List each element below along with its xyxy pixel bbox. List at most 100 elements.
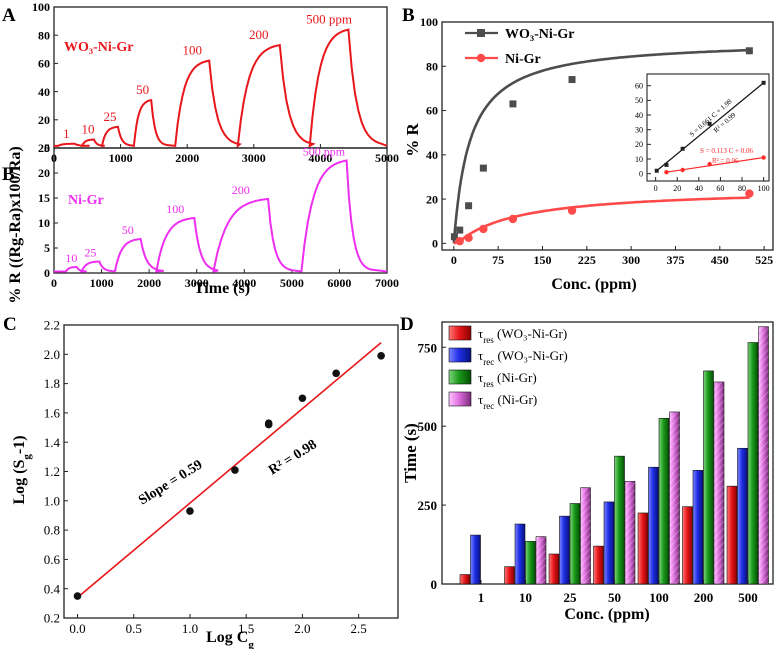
panel-c-y-axis-label: Log (Sg-1) xyxy=(11,435,33,504)
panel-c-x-axis-label: Log Cg xyxy=(206,629,254,649)
panel-letter-c: C xyxy=(3,314,17,335)
inset-wo3-point xyxy=(680,146,685,151)
wo3-data-point xyxy=(509,100,517,108)
inset-wo3-point xyxy=(654,168,659,173)
log-data-point xyxy=(186,507,194,515)
x-tick-label: 4000 xyxy=(232,276,256,290)
x-tick-label: 1 xyxy=(478,590,485,605)
nigr-data-point xyxy=(745,189,754,198)
x-tick-label: 75 xyxy=(492,253,504,267)
bar xyxy=(514,523,526,585)
legend-rest: (Ni-Gr) xyxy=(494,370,537,385)
legend-sub: rec xyxy=(483,357,494,367)
y-tick-label: 50 xyxy=(635,96,643,105)
x-tick-label: 1000 xyxy=(90,276,114,290)
x-tick-label: 525 xyxy=(755,253,773,267)
wo3-data-point xyxy=(450,233,458,241)
legend-rest: (Ni-Gr) xyxy=(494,392,537,407)
y-tick-label: 20 xyxy=(38,166,50,180)
y-tick-label: 60 xyxy=(38,57,50,71)
legend-swatch xyxy=(448,369,472,385)
x-tick-label: 50 xyxy=(608,590,621,605)
x-tick-label: 6000 xyxy=(327,276,351,290)
panel-a-response-line xyxy=(54,28,388,149)
y-tick-label: 1.0 xyxy=(44,493,60,508)
bar xyxy=(637,512,649,585)
x-tick-label: 3000 xyxy=(185,276,209,290)
bar-hatch xyxy=(536,536,546,584)
x-tick-label: 4000 xyxy=(308,151,332,165)
response-y-axis-label: % R ((Rg-Ra)x100/Ra) xyxy=(7,146,24,303)
panel-b-left-frame xyxy=(53,147,388,274)
x-tick-label: 0.5 xyxy=(126,621,142,636)
panel-c-y-label-part2: -1) xyxy=(11,435,28,454)
x-tick-label: 5000 xyxy=(280,276,304,290)
panel-b-fit-curve-wo3 xyxy=(452,48,750,244)
y-tick-label: 0.4 xyxy=(44,581,61,596)
legend-label: τres (WO₃-Ni-Gr) xyxy=(478,326,567,345)
bar xyxy=(548,553,560,585)
bar xyxy=(726,485,738,585)
y-tick-label: 80 xyxy=(426,59,438,73)
pulse-label: 100 xyxy=(182,43,202,58)
bar xyxy=(569,503,581,585)
x-tick-label: 225 xyxy=(578,253,596,267)
inset-r2-nigr: R² = 0.96 xyxy=(712,157,739,165)
y-tick-label: 25 xyxy=(38,141,50,155)
pulse-label: 100 xyxy=(166,202,184,216)
x-tick-label: 1.5 xyxy=(238,621,254,636)
pulse-label: 500 ppm xyxy=(306,12,352,27)
panel-c-x-label-part1: Log C xyxy=(206,629,248,646)
y-tick-label: 1.8 xyxy=(44,376,60,391)
x-tick-label: 0.0 xyxy=(69,621,85,636)
y-tick-label: 40 xyxy=(38,85,50,99)
inset-fit-line-wo3 xyxy=(656,82,764,172)
y-tick-label: 40 xyxy=(635,111,643,120)
x-tick-label: 0 xyxy=(451,253,457,267)
y-tick-label: 750 xyxy=(418,340,438,355)
y-tick-label: 30 xyxy=(635,125,643,134)
bar xyxy=(525,541,536,585)
bar xyxy=(747,342,759,585)
legend-label: τrec (WO₃-Ni-Gr) xyxy=(478,348,568,367)
pulse-label: 25 xyxy=(84,246,96,260)
y-tick-label: 10 xyxy=(38,216,50,230)
panel-c-slope-label: Slope = 0.59 xyxy=(136,457,205,508)
inset-wo3-point xyxy=(707,121,712,126)
panel-c-x-label-sub: g xyxy=(248,639,254,649)
bar-hatch xyxy=(625,481,635,584)
x-tick-label: 1000 xyxy=(109,151,133,165)
log-data-point xyxy=(298,394,307,403)
legend-tau: τ xyxy=(478,392,483,407)
panel-b-left-transient: 0 1000 2000 3000 4000 5000 6000 70000510152025 … xyxy=(38,141,399,297)
x-tick-label: 2.5 xyxy=(351,621,367,636)
bar-hatch xyxy=(714,381,724,584)
legend-marker-wo3 xyxy=(477,29,485,37)
x-tick-label: 10 xyxy=(519,590,532,605)
panel-b-left-response-line xyxy=(54,159,388,273)
pulse-label: 50 xyxy=(122,223,134,237)
y-tick-label: 0 xyxy=(432,237,438,251)
panel-c-r2-label: R² = 0.98 xyxy=(266,437,320,478)
x-tick-label: 500 xyxy=(738,590,758,605)
legend-tau: τ xyxy=(478,348,483,363)
legend-sub: res xyxy=(483,379,494,389)
panel-b-fit-curve-nigr xyxy=(453,196,750,245)
legend-label: τres (Ni-Gr) xyxy=(478,370,537,389)
legend-tau: τ xyxy=(478,370,483,385)
bar xyxy=(504,566,515,585)
nigr-data-point xyxy=(464,233,473,243)
y-tick-label: 0.8 xyxy=(44,523,60,538)
bar xyxy=(559,515,570,585)
y-tick-label: 0.2 xyxy=(44,611,60,626)
legend-label-wo3: WO₃-Ni-Gr xyxy=(505,27,575,42)
bar xyxy=(614,455,625,585)
y-tick-label: 60 xyxy=(426,104,438,118)
nigr-data-point xyxy=(508,214,518,224)
wo3-data-point xyxy=(745,47,753,55)
x-tick-label: 200 xyxy=(694,590,714,605)
y-tick-label: 10 xyxy=(635,155,643,164)
log-data-point xyxy=(73,592,82,600)
bar xyxy=(703,370,714,585)
panel-d-times: 0 250 500 750 1 10 25 50 100 200 500 Time (s) Con… xyxy=(401,321,774,623)
